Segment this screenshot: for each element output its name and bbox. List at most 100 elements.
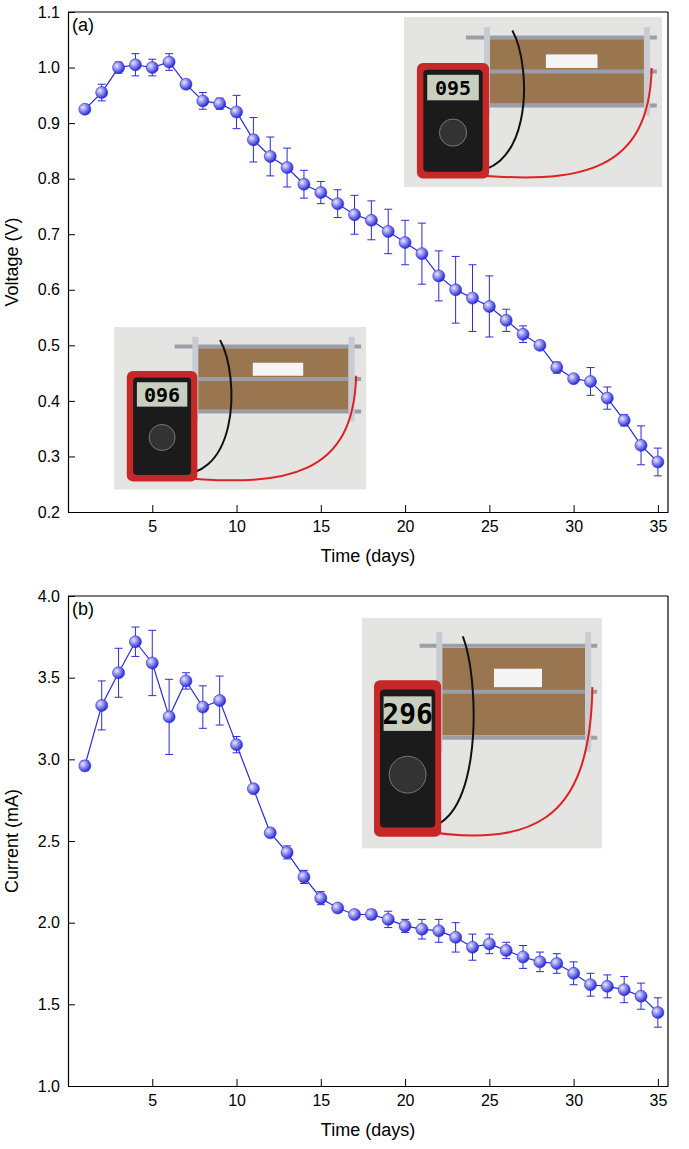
inset-background (404, 17, 662, 187)
y-tick-label: 0.9 (38, 115, 60, 132)
inset-background (362, 618, 602, 848)
inset-wire (170, 376, 356, 481)
x-tick: 25 (481, 1079, 499, 1109)
error-bar-cap (468, 960, 476, 961)
inset-multimeter-face (380, 689, 435, 827)
x-tick-label: 35 (649, 518, 667, 535)
x-tick-mark (489, 1079, 490, 1086)
x-axis: 5101520253035 (69, 505, 669, 535)
inset-wire (461, 68, 652, 177)
error-bar-cap (452, 952, 460, 953)
error-bar-cap (586, 973, 594, 974)
data-point (96, 699, 108, 711)
y-axis-title: Voltage (V) (2, 217, 22, 306)
x-tick-label: 10 (228, 518, 246, 535)
error-bar-cap (519, 945, 527, 946)
x-tick-label: 25 (481, 518, 499, 535)
y-tick-label: 0.6 (38, 281, 60, 298)
error-bar-cap (131, 656, 139, 657)
y-tick-label: 0.3 (38, 448, 60, 465)
y-tick: 0.6 (38, 281, 75, 298)
x-tick-mark (237, 1079, 238, 1086)
inset-label (494, 669, 542, 687)
data-point (298, 178, 310, 190)
data-point (247, 134, 259, 146)
error-bar-cap (485, 337, 493, 338)
error-bar-cap (199, 92, 207, 93)
error-bar-cap (654, 1027, 662, 1028)
error-bar-cap (233, 95, 241, 96)
error-bar-cap (98, 680, 106, 681)
data-point (113, 667, 125, 679)
error-bar-cap (199, 728, 207, 729)
y-tick-mark (68, 345, 75, 346)
error-bar-cap (266, 137, 274, 138)
y-tick-label: 3.5 (38, 669, 60, 686)
data-point (180, 78, 192, 90)
y-tick-mark (68, 512, 75, 513)
x-axis-title: Time (days) (321, 546, 415, 566)
y-tick-mark (68, 401, 75, 402)
error-bar-cap (131, 627, 139, 628)
error-bar-cap (435, 250, 443, 251)
error-bar-cap (216, 725, 224, 726)
data-point (551, 958, 563, 970)
x-tick: 20 (397, 1079, 415, 1109)
error-bar-cap (570, 961, 578, 962)
y-tick: 0.8 (38, 170, 75, 187)
error-bar-cap (131, 53, 139, 54)
y-tick: 1.1 (38, 4, 75, 21)
frame (68, 595, 668, 596)
inset-rod (466, 69, 657, 73)
error-bar-cap (654, 448, 662, 449)
x-tick: 30 (565, 505, 583, 535)
x-tick-label: 30 (565, 518, 583, 535)
x-tick-mark (405, 505, 406, 512)
data-point (281, 162, 293, 174)
error-bar-cap (115, 697, 123, 698)
y-tick: 0.4 (38, 393, 75, 410)
inset-dial (149, 425, 175, 451)
error-bar-cap (384, 253, 392, 254)
data-point (466, 941, 478, 953)
error-bar-cap (620, 976, 628, 977)
x-tick: 35 (649, 1079, 667, 1109)
x-tick-mark (574, 505, 575, 512)
error-bar-cap (367, 200, 375, 201)
error-bar-cap (300, 198, 308, 199)
panel-label: (a) (72, 15, 94, 35)
data-point (618, 984, 630, 996)
error-bar-cap (384, 927, 392, 928)
y-axis: 0.20.30.40.50.60.70.80.91.01.1 (38, 4, 75, 521)
y-tick-mark (68, 1004, 75, 1005)
error-bar-cap (435, 300, 443, 301)
figure: 09509651015202530350.20.30.40.50.60.70.8… (0, 0, 689, 1149)
x-tick-mark (658, 1079, 659, 1086)
x-tick-mark (405, 1079, 406, 1086)
data-point (534, 339, 546, 351)
data-point (163, 711, 175, 723)
error-bar-cap (637, 1009, 645, 1010)
inset-background (114, 327, 366, 490)
x-axis-title: Time (days) (321, 1120, 415, 1140)
error-bar-cap (199, 109, 207, 110)
inset-photo: 095 (404, 17, 662, 187)
error-bar-cap (384, 209, 392, 210)
y-tick: 3.0 (38, 751, 75, 768)
x-tick: 25 (481, 505, 499, 535)
error-bar-cap (182, 689, 190, 690)
frame (667, 12, 668, 512)
data-point (129, 636, 141, 648)
frame (68, 11, 668, 12)
y-tick: 4.0 (38, 588, 75, 605)
error-bar-cap (468, 264, 476, 265)
y-tick: 0.3 (38, 448, 75, 465)
error-bar-cap (165, 754, 173, 755)
data-point (129, 59, 141, 71)
x-tick-label: 20 (397, 518, 415, 535)
error-bar-cap (401, 264, 409, 265)
error-bar-cap (468, 934, 476, 935)
error-bar-cap (300, 170, 308, 171)
data-point (365, 909, 377, 921)
data-point (517, 951, 529, 963)
